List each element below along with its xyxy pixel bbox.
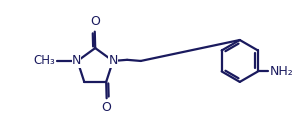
Text: N: N — [108, 55, 118, 67]
Text: N: N — [72, 55, 81, 67]
Text: O: O — [102, 101, 111, 114]
Text: CH₃: CH₃ — [33, 55, 55, 67]
Text: O: O — [90, 15, 100, 28]
Text: NH₂: NH₂ — [269, 65, 293, 78]
